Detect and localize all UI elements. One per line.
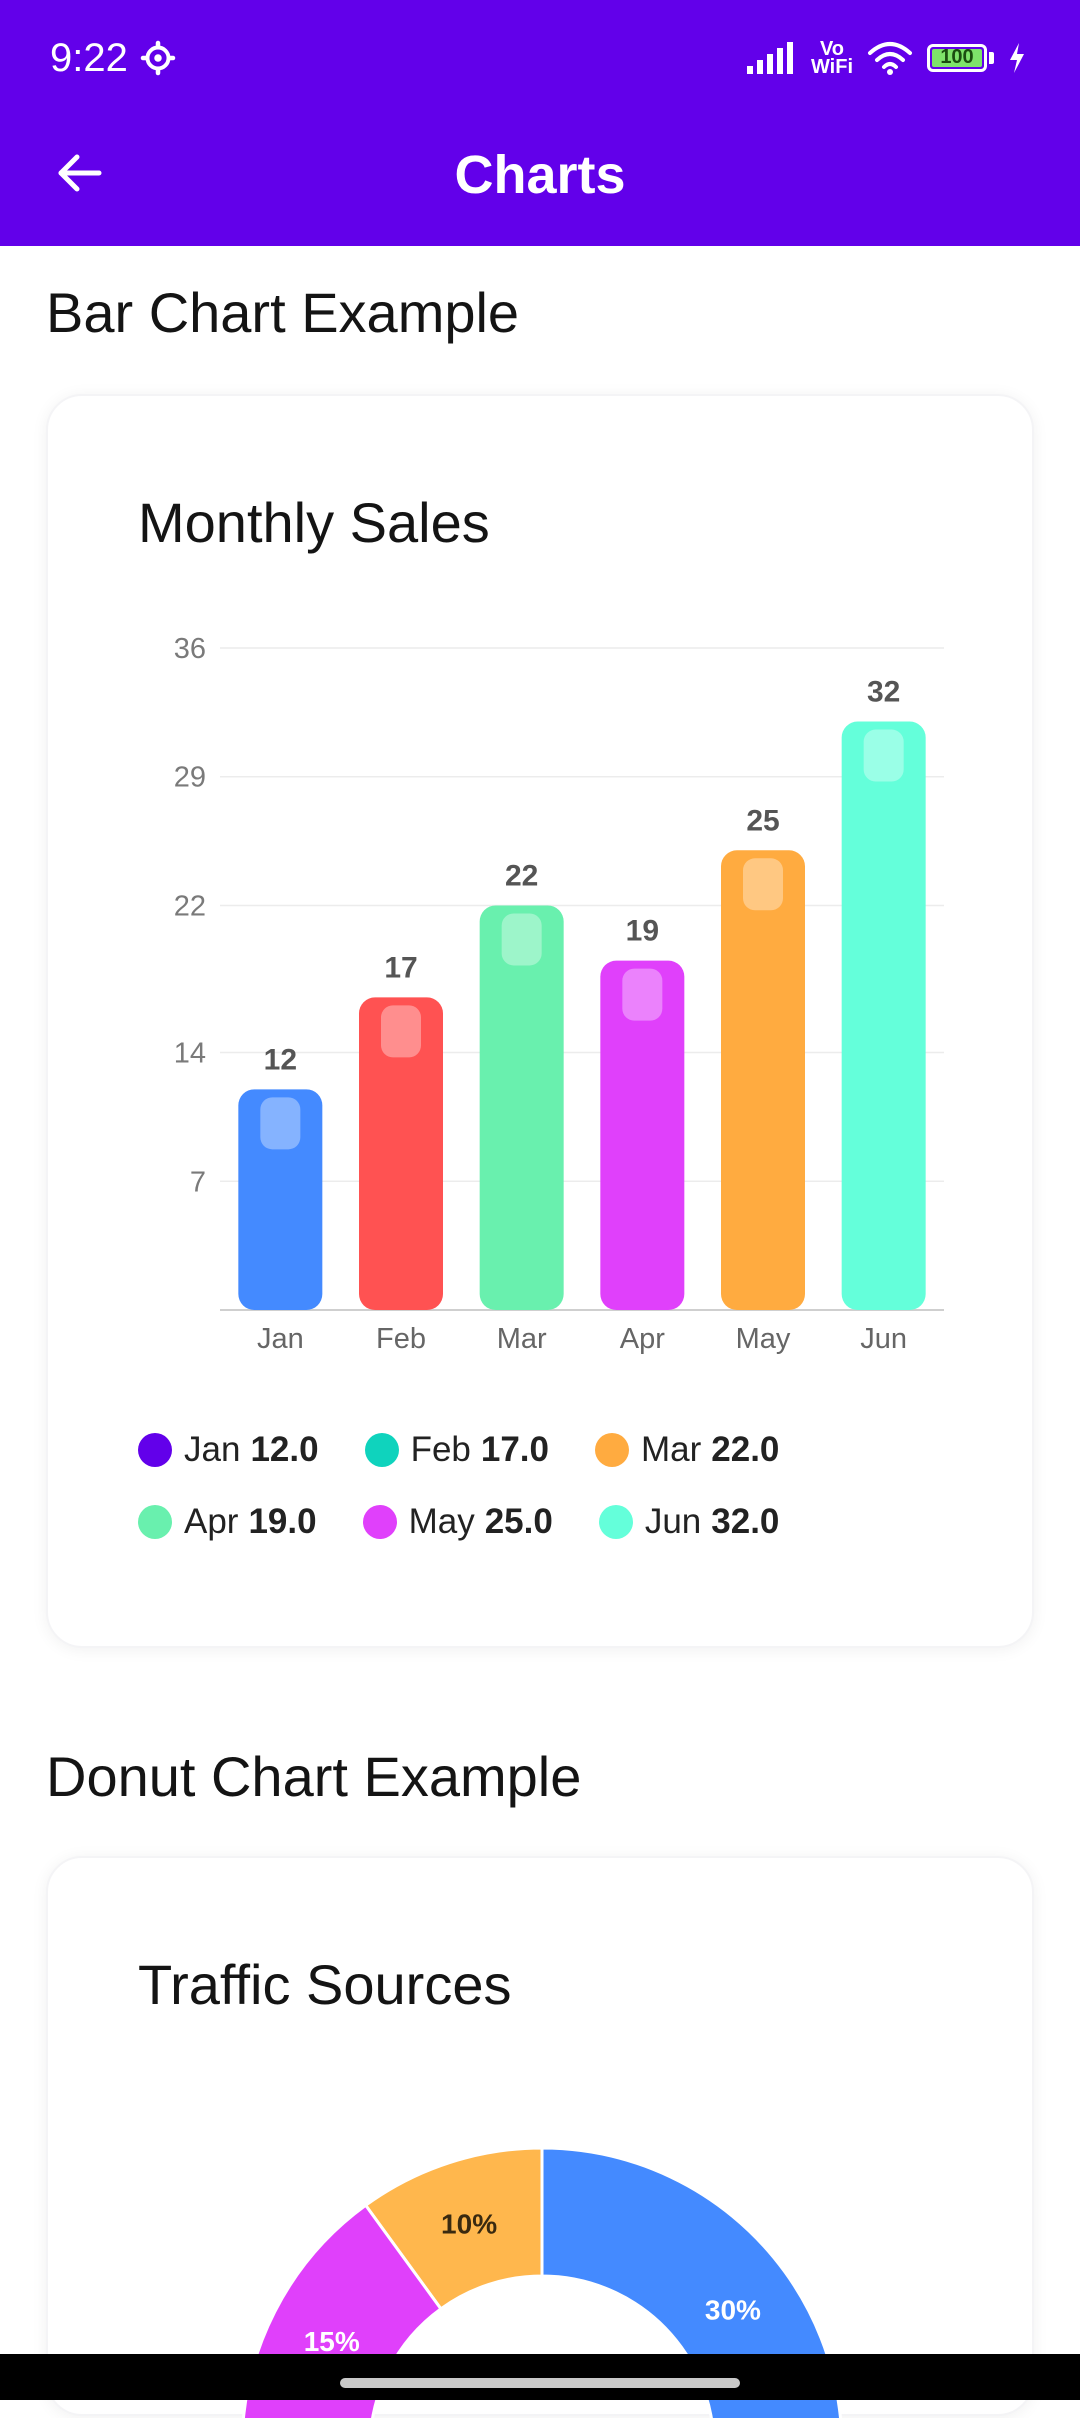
x-tick-label: Mar (497, 1323, 547, 1355)
bar-chart: 7 14 22 29 36 12 Jan 17 Feb 22 Mar 19 Apr 25 May 32 Jun (174, 633, 944, 1355)
bar-jan (238, 1089, 323, 1310)
legend-item: Feb 17.0 (364, 1430, 549, 1470)
bar-highlight (501, 913, 542, 966)
bar-section-title: Bar Chart Example (46, 281, 520, 344)
bar-jun (841, 721, 926, 1310)
x-tick-label: Apr (620, 1323, 665, 1355)
legend-dot (138, 1433, 172, 1467)
legend-dot (362, 1505, 397, 1539)
x-tick-label: Jan (257, 1323, 304, 1355)
donut-slice-label: 10% (441, 2209, 497, 2240)
navigation-bar (0, 2354, 1080, 2400)
legend-item: Jan 12.0 (138, 1430, 319, 1470)
legend-label: Feb (410, 1430, 471, 1469)
donut-slice (540, 2146, 842, 2418)
y-tick-label: 22 (174, 890, 206, 922)
y-tick-label: 14 (174, 1038, 206, 1070)
donut-chart-card: Traffic Sources 30% 10% 15% (46, 1856, 1034, 2418)
settings-gear-icon (140, 40, 176, 76)
bar-data-label: 19 (626, 915, 659, 948)
bar-chart-title: Monthly Sales (138, 491, 490, 554)
legend-label: Mar (641, 1430, 702, 1469)
bar-data-label: 17 (384, 951, 417, 984)
bar-may (721, 850, 805, 1310)
bar-legend: Jan 12.0 Feb 17.0 Mar 22.0 Apr 19.0 May 25.0 Jun 3… (138, 1414, 825, 1558)
donut-slice-label: 30% (705, 2294, 761, 2325)
y-tick-label: 36 (174, 633, 206, 665)
bar-data-label: 32 (867, 676, 900, 709)
bar-highlight (622, 968, 663, 1021)
battery-level: 100 (940, 46, 974, 68)
home-gesture-handle[interactable] (340, 2378, 740, 2388)
donut-chart-title: Traffic Sources (138, 1953, 512, 2016)
vowifi-icon: Vo WiFi (810, 38, 853, 78)
bar-highlight (381, 1005, 421, 1058)
legend-label: Jun (644, 1502, 702, 1541)
back-button[interactable] (44, 138, 114, 208)
bar-chart-card: Monthly Sales 7 14 22 29 36 12 Jan 17 Feb 22 Mar 19… (46, 394, 1034, 1648)
legend-dot (595, 1433, 629, 1467)
legend-dot (598, 1505, 633, 1539)
bar-highlight (863, 729, 904, 782)
bar-apr (600, 960, 685, 1310)
legend-item: Apr 19.0 (138, 1502, 317, 1542)
legend-dot (364, 1433, 399, 1467)
battery-cap (989, 52, 994, 64)
legend-label: Apr (184, 1502, 239, 1541)
y-tick-label: 7 (190, 1166, 206, 1198)
arrow-back-icon (58, 154, 102, 192)
legend-row: Apr 19.0 May 25.0 Jun 32.0 (138, 1486, 825, 1558)
x-tick-label: Jun (860, 1323, 907, 1355)
donut-slice-label: 15% (304, 2326, 360, 2357)
legend-value: 32.0 (711, 1502, 780, 1541)
legend-value: 12.0 (250, 1430, 319, 1469)
legend-value: 25.0 (484, 1502, 553, 1541)
status-icons: Vo WiFi 100 (746, 38, 1026, 78)
bar-data-label: 25 (746, 804, 779, 837)
donut-section-title: Donut Chart Example (46, 1745, 582, 1808)
status-bar: 9:22 Vo WiFi 100 (0, 0, 1080, 118)
bar-data-label: 12 (264, 1043, 297, 1076)
legend-item: May 25.0 (362, 1502, 553, 1542)
vowifi-bottom-label: WiFi (810, 56, 853, 78)
bar-mar (479, 905, 564, 1310)
donut-slice (363, 2146, 544, 2311)
donut-chart: 30% 10% 15% (242, 2146, 842, 2418)
legend-label: May (408, 1502, 475, 1541)
charging-bolt-icon (1010, 43, 1024, 73)
y-tick-label: 29 (174, 762, 206, 794)
x-tick-label: May (736, 1323, 791, 1355)
bar-highlight (743, 858, 783, 911)
legend-value: 17.0 (480, 1430, 549, 1469)
battery-icon: 100 (927, 44, 987, 72)
legend-row: Jan 12.0 Feb 17.0 Mar 22.0 (138, 1414, 825, 1486)
x-tick-label: Feb (376, 1323, 426, 1355)
signal-icon (746, 42, 793, 74)
bar-feb (359, 997, 443, 1310)
legend-value: 19.0 (248, 1502, 317, 1541)
page-title: Charts (454, 145, 626, 205)
wifi-icon (868, 42, 912, 75)
app-bar: Charts (0, 118, 1080, 246)
bar-highlight (260, 1097, 301, 1150)
legend-dot (138, 1505, 172, 1539)
legend-value: 22.0 (711, 1430, 780, 1469)
bar-data-label: 22 (505, 859, 538, 892)
status-time: 9:22 (50, 36, 128, 80)
legend-item: Jun 32.0 (598, 1502, 780, 1542)
legend-item: Mar 22.0 (595, 1430, 779, 1470)
vowifi-top-label: Vo (819, 38, 845, 60)
legend-label: Jan (184, 1430, 241, 1469)
